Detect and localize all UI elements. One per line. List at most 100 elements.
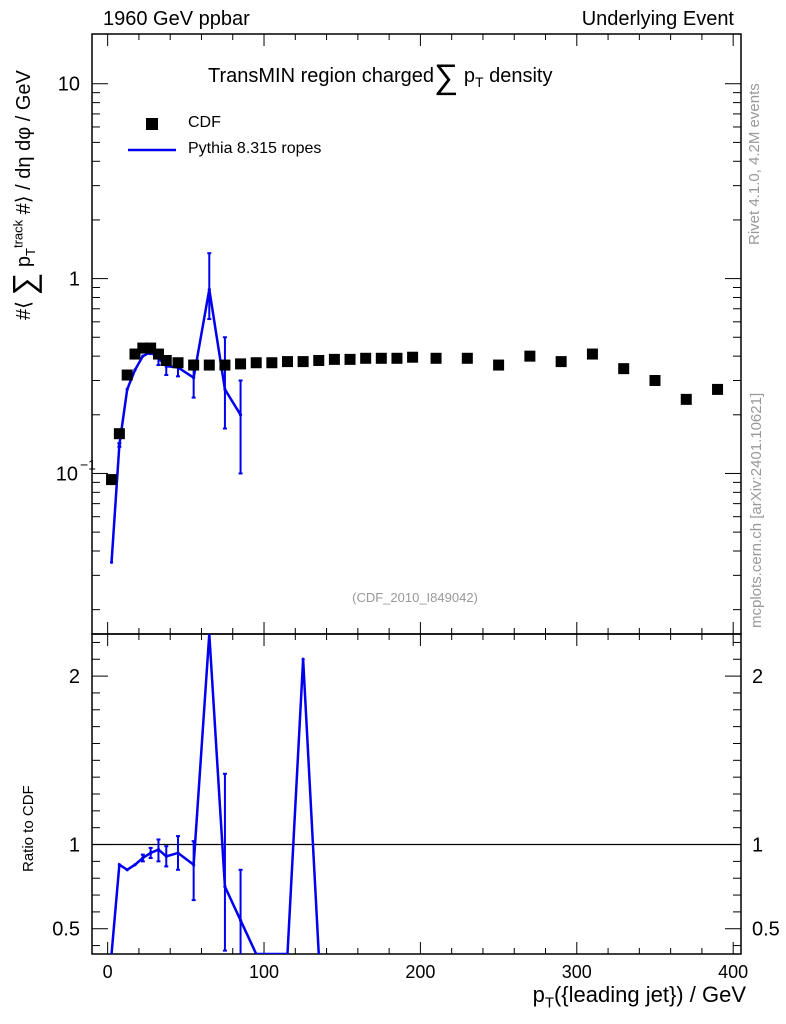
mc-point: [223, 387, 227, 392]
cdf-marker: [360, 352, 372, 364]
cdf-marker: [461, 352, 473, 364]
ylabel-sub: T: [23, 248, 38, 256]
cdf-marker: [219, 359, 231, 371]
ylabel-open: #⟨: [13, 301, 35, 320]
ylabel-p: p: [13, 256, 35, 268]
mc-line: [110, 289, 242, 563]
ratio-point: [125, 868, 129, 872]
side-version: Rivet 4.1.0, 4.2M events: [746, 83, 763, 245]
mc-point: [141, 354, 145, 358]
ratio-point: [164, 854, 168, 858]
ratio-point: [192, 863, 196, 867]
cdf-marker: [160, 354, 172, 366]
ratio-plot-area: [110, 634, 321, 954]
cdf-marker: [137, 342, 149, 354]
cdf-marker: [203, 359, 215, 371]
cdf-marker: [407, 351, 419, 363]
ratio-point: [156, 847, 161, 852]
ratio-point: [176, 851, 180, 855]
cdf-marker: [188, 359, 200, 371]
cdf-marker: [493, 359, 505, 371]
ratio-y-tick-label-right: 1: [752, 835, 763, 857]
legend-pythia-label: Pythia 8.315 ropes: [188, 140, 322, 157]
xlabel-tail: ({leading jet}) / GeV: [553, 982, 746, 1007]
x-tick-label: 100: [249, 962, 279, 982]
cdf-marker: [172, 357, 184, 369]
cdf-marker: [712, 383, 724, 395]
analysis-id: (CDF_2010_I849042): [352, 590, 478, 605]
ratio-point: [141, 856, 145, 860]
cdf-marker: [297, 356, 309, 368]
ratio-y-tick-label: 1: [69, 835, 80, 857]
x-tick-label: 300: [562, 962, 592, 982]
cdf-marker: [129, 348, 141, 360]
cdf-marker: [313, 354, 325, 366]
cdf-marker: [113, 428, 125, 440]
y-tick-label-exponent: −1: [80, 456, 96, 472]
ylabel-close: #⟩ / dη dφ / GeV: [13, 70, 35, 215]
cdf-marker: [555, 356, 567, 368]
cdf-marker: [152, 348, 164, 360]
y-tick-label: 10: [56, 463, 78, 485]
y-tick-label: 1: [69, 269, 80, 291]
header-right: Underlying Event: [581, 8, 734, 30]
cdf-marker: [328, 353, 340, 365]
ylabel-sum: ∑: [6, 272, 42, 296]
cdf-marker: [145, 342, 157, 354]
xlabel-sub: T: [544, 994, 554, 1012]
cdf-marker: [281, 356, 293, 368]
cdf-marker: [250, 357, 262, 369]
mc-point: [238, 413, 243, 417]
legend-cdf-marker: [146, 118, 158, 130]
x-tick-label: 0: [103, 962, 113, 982]
ratio-point: [117, 863, 121, 867]
header-left: 1960 GeV ppbar: [103, 8, 250, 30]
chart-title: TransMIN region charged∑ pT density: [208, 58, 552, 97]
title-sum: ∑: [434, 58, 459, 96]
cdf-marker: [524, 350, 536, 362]
cdf-marker: [106, 474, 118, 486]
ratio-panel-frame: [91, 633, 742, 955]
ratio-point: [149, 851, 153, 855]
ratio-point: [223, 885, 227, 889]
ylabel-sup: track: [10, 219, 26, 249]
cdf-marker: [586, 348, 598, 360]
title-p: p: [463, 65, 475, 87]
cdf-marker: [649, 374, 661, 386]
ratio-ylabel: Ratio to CDF: [20, 785, 37, 872]
ratio-line: [110, 634, 321, 954]
title-sub: T: [474, 74, 484, 90]
main-ylabel: #⟨ ∑ pTtrack #⟩ / dη dφ / GeV: [6, 70, 43, 320]
x-tick-label: 200: [405, 962, 435, 982]
ratio-y-tick-label: 0.5: [52, 919, 80, 941]
ratio-point: [133, 863, 137, 867]
mc-point: [192, 376, 196, 380]
cdf-marker: [344, 353, 356, 365]
ratio-y-tick-label-right: 2: [752, 666, 763, 688]
cdf-marker: [391, 352, 403, 364]
y-tick-label: 10: [58, 74, 80, 96]
xlabel-p: p: [532, 982, 545, 1007]
cdf-marker: [430, 352, 442, 364]
mc-point: [117, 443, 121, 447]
ratio-y-tick-label-right: 0.5: [752, 919, 780, 941]
cdf-marker: [266, 357, 278, 369]
x-tick-label: 400: [718, 962, 748, 982]
cdf-marker: [121, 369, 133, 381]
x-axis-label: pT({leading jet}) / GeV: [533, 982, 746, 1011]
mc-point: [133, 368, 137, 372]
legend-cdf-label: CDF: [188, 114, 221, 131]
mc-point: [207, 287, 211, 292]
title-text: TransMIN region charged: [208, 65, 435, 87]
mc-point: [109, 560, 114, 564]
ratio-point: [301, 657, 305, 661]
ratio-point: [238, 918, 243, 922]
cdf-marker: [375, 352, 387, 364]
mc-point: [125, 387, 129, 392]
cdf-marker: [618, 363, 630, 375]
cdf-marker: [235, 358, 247, 370]
ratio-y-tick-label: 2: [69, 666, 80, 688]
cdf-marker: [680, 393, 692, 405]
title-tail: density: [489, 65, 553, 87]
